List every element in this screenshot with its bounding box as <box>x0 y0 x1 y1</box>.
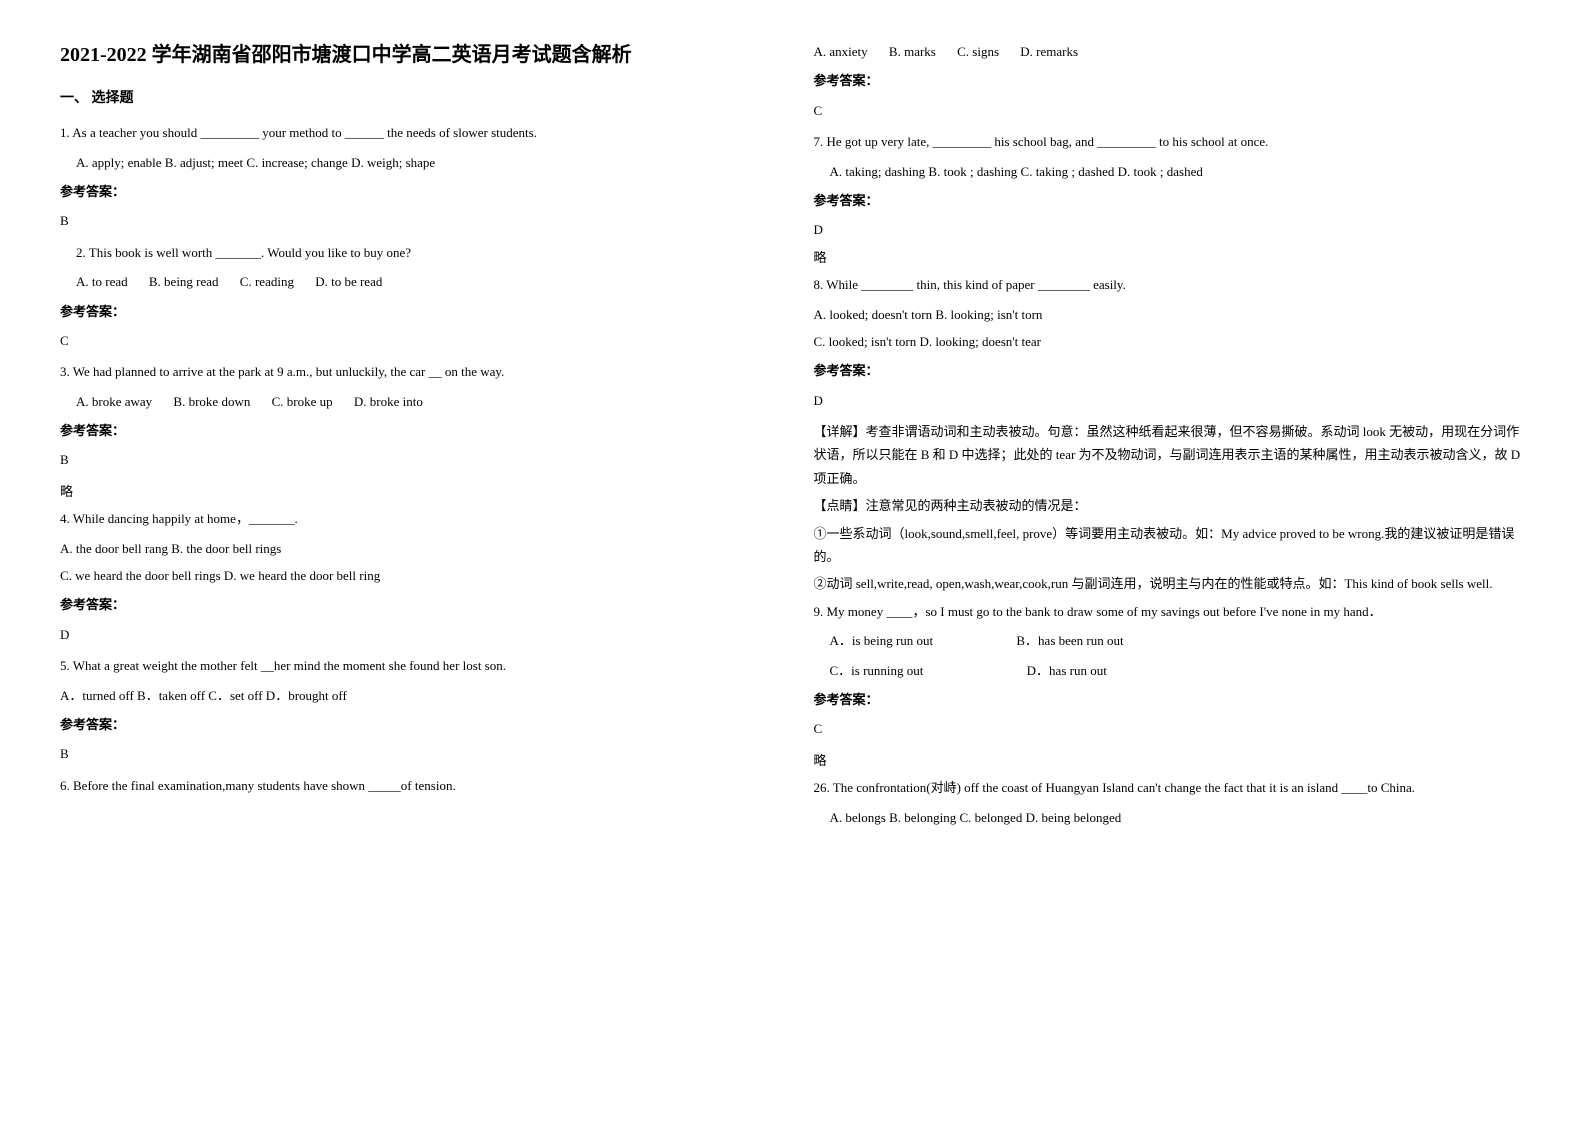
option-a: A．is being run out <box>830 629 934 652</box>
question-9-options-row1: A．is being run out B．has been run out <box>814 629 1528 652</box>
option-a: A. to read <box>76 270 128 293</box>
question-8-explain4: ②动词 sell,write,read, open,wash,wear,cook… <box>814 572 1528 595</box>
document-title: 2021-2022 学年湖南省邵阳市塘渡口中学高二英语月考试题含解析 <box>60 40 774 70</box>
question-7-options: A. taking; dashing B. took ; dashing C. … <box>814 160 1528 183</box>
answer-label: 参考答案： <box>814 359 1528 382</box>
question-1-options: A. apply; enable B. adjust; meet C. incr… <box>60 151 774 174</box>
option-a: A. broke away <box>76 390 152 413</box>
answer-label: 参考答案： <box>60 180 774 203</box>
option-d: D. broke into <box>354 390 423 413</box>
question-3: 3. We had planned to arrive at the park … <box>60 360 774 383</box>
question-1: 1. As a teacher you should _________ you… <box>60 121 774 144</box>
question-8-line2: C. looked; isn't torn D. looking; doesn'… <box>814 330 1528 353</box>
question-9-note: 略 <box>814 749 1528 772</box>
question-6: 6. Before the final examination,many stu… <box>60 774 774 797</box>
question-5: 5. What a great weight the mother felt _… <box>60 654 774 677</box>
option-c: C. reading <box>240 270 294 293</box>
answer-label: 参考答案： <box>814 189 1528 212</box>
question-8-explain1: 【详解】考查非谓语动词和主动表被动。句意：虽然这种纸看起来很薄，但不容易撕破。系… <box>814 420 1528 490</box>
question-8-line1: A. looked; doesn't torn B. looking; isn'… <box>814 303 1528 326</box>
option-d: D. remarks <box>1020 40 1078 63</box>
question-10: 26. The confrontation(对峙) off the coast … <box>814 776 1528 799</box>
right-column: A. anxiety B. marks C. signs D. remarks … <box>814 40 1528 835</box>
question-8-explain3: ①一些系动词（look,sound,smell,feel, prove）等词要用… <box>814 522 1528 569</box>
section-heading: 一、 选择题 <box>60 86 774 111</box>
option-c: C. signs <box>957 40 999 63</box>
option-b: B. marks <box>889 40 936 63</box>
question-5-answer: B <box>60 742 774 765</box>
question-4-line1: A. the door bell rang B. the door bell r… <box>60 537 774 560</box>
question-8: 8. While ________ thin, this kind of pap… <box>814 273 1528 296</box>
question-6-options: A. anxiety B. marks C. signs D. remarks <box>814 40 1528 63</box>
question-3-answer: B <box>60 448 774 471</box>
question-5-options: A．turned off B．taken off C．set off D．bro… <box>60 684 774 707</box>
option-b: B．has been run out <box>1016 629 1123 652</box>
question-10-options: A. belongs B. belonging C. belonged D. b… <box>814 806 1528 829</box>
question-9-answer: C <box>814 717 1528 740</box>
question-2-options: A. to read B. being read C. reading D. t… <box>60 270 774 293</box>
question-6-answer: C <box>814 99 1528 122</box>
answer-label: 参考答案： <box>60 419 774 442</box>
question-1-answer: B <box>60 209 774 232</box>
option-b: B. being read <box>149 270 219 293</box>
question-3-note: 略 <box>60 480 774 503</box>
option-d: D．has run out <box>1027 659 1107 682</box>
answer-label: 参考答案： <box>60 713 774 736</box>
question-2: 2. This book is well worth _______. Woul… <box>60 241 774 264</box>
question-7: 7. He got up very late, _________ his sc… <box>814 130 1528 153</box>
answer-label: 参考答案： <box>60 593 774 616</box>
question-4-line2: C. we heard the door bell rings D. we he… <box>60 564 774 587</box>
question-4: 4. While dancing happily at home，_______… <box>60 507 774 530</box>
option-d: D. to be read <box>315 270 382 293</box>
question-2-answer: C <box>60 329 774 352</box>
answer-label: 参考答案： <box>814 69 1528 92</box>
question-9-options-row2: C．is running out D．has run out <box>814 659 1528 682</box>
question-9: 9. My money ____，so I must go to the ban… <box>814 600 1528 623</box>
option-a: A. anxiety <box>814 40 868 63</box>
option-c: C．is running out <box>830 659 924 682</box>
question-8-answer: D <box>814 389 1528 412</box>
left-column: 2021-2022 学年湖南省邵阳市塘渡口中学高二英语月考试题含解析 一、 选择… <box>60 40 774 835</box>
option-b: B. broke down <box>173 390 250 413</box>
question-4-answer: D <box>60 623 774 646</box>
question-7-note: 略 <box>814 246 1528 269</box>
answer-label: 参考答案： <box>814 688 1528 711</box>
answer-label: 参考答案： <box>60 300 774 323</box>
question-3-options: A. broke away B. broke down C. broke up … <box>60 390 774 413</box>
question-7-answer: D <box>814 218 1528 241</box>
question-8-explain2: 【点睛】注意常见的两种主动表被动的情况是： <box>814 494 1528 517</box>
option-c: C. broke up <box>272 390 333 413</box>
